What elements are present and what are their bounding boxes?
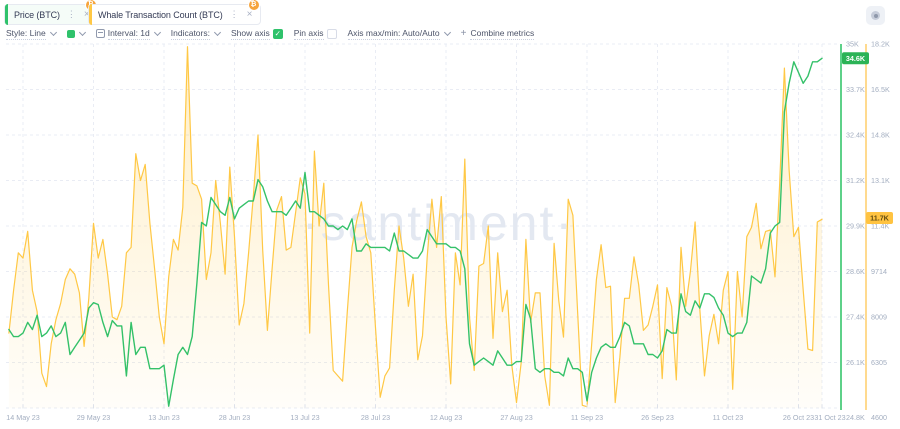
series-color-swatch xyxy=(66,29,75,38)
svg-text:27.4K: 27.4K xyxy=(846,313,865,322)
svg-text:13.1K: 13.1K xyxy=(871,176,890,185)
combine-metrics-label: Combine metrics xyxy=(470,27,535,40)
tab-price-btc[interactable]: Price (BTC) ⋮ × ₿ xyxy=(4,0,98,25)
svg-text:12 Aug 23: 12 Aug 23 xyxy=(430,413,462,422)
calendar-icon xyxy=(95,29,105,38)
plus-icon: + xyxy=(460,27,467,39)
dot-circle-icon xyxy=(871,11,880,20)
svg-text:26.1K: 26.1K xyxy=(846,358,865,367)
chart-toolbar: Style: Line Interval: 1d Indicators: Sho… xyxy=(6,27,535,40)
bitcoin-icon: ₿ xyxy=(248,0,259,10)
indicators-dropdown[interactable]: Indicators: xyxy=(170,27,222,40)
svg-text:13 Jun 23: 13 Jun 23 xyxy=(148,413,180,422)
svg-text:31.2K: 31.2K xyxy=(846,176,865,185)
svg-text:28 Jul 23: 28 Jul 23 xyxy=(361,413,390,422)
svg-text:29.9K: 29.9K xyxy=(846,222,865,231)
svg-text:28 Jun 23: 28 Jun 23 xyxy=(219,413,251,422)
svg-text:4600: 4600 xyxy=(871,413,887,422)
svg-text:14.8K: 14.8K xyxy=(871,131,890,140)
chevron-down-icon xyxy=(78,28,86,37)
tab-accent-bar xyxy=(89,4,92,25)
axis-maxmin-dropdown[interactable]: Axis max/min: Auto/Auto xyxy=(347,27,451,40)
tab-label: Whale Transaction Count (BTC) xyxy=(98,9,223,20)
style-label: Style: Line xyxy=(6,27,46,40)
tab-accent-bar xyxy=(5,4,8,25)
axis-maxmin-label: Axis max/min: Auto/Auto xyxy=(347,27,440,40)
svg-text:11.4K: 11.4K xyxy=(871,222,889,231)
svg-text:16.5K: 16.5K xyxy=(871,85,890,94)
svg-text:9714: 9714 xyxy=(871,267,887,276)
show-axis-checkbox[interactable]: ✓ xyxy=(272,28,283,39)
svg-text:28.6K: 28.6K xyxy=(846,267,865,276)
close-icon[interactable]: × xyxy=(83,8,90,20)
indicators-label: Indicators: xyxy=(170,27,210,40)
tab-label: Price (BTC) xyxy=(14,9,60,20)
combine-metrics-button[interactable]: + Combine metrics xyxy=(461,28,535,40)
price-value-badge: 34.6K xyxy=(842,52,869,65)
svg-text:11 Oct 23: 11 Oct 23 xyxy=(713,413,744,422)
svg-text:6305: 6305 xyxy=(871,358,887,367)
svg-text:8009: 8009 xyxy=(871,313,887,322)
pin-axis-toggle[interactable]: Pin axis xyxy=(293,27,337,40)
svg-text:29 May 23: 29 May 23 xyxy=(77,413,111,422)
svg-text:32.4K: 32.4K xyxy=(846,131,865,140)
whale-value-badge: 11.7K xyxy=(866,212,893,224)
whale-axis-labels: 18.2K 16.5K 14.8K 13.1K 11.4K 9714 8009 6305 460… xyxy=(871,40,890,423)
pin-axis-label: Pin axis xyxy=(293,27,324,40)
chevron-down-icon xyxy=(443,28,451,37)
svg-text:13 Jul 23: 13 Jul 23 xyxy=(290,413,319,422)
svg-text:34.6K: 34.6K xyxy=(846,54,866,63)
chart-settings-button[interactable] xyxy=(866,6,885,25)
svg-text:27 Aug 23: 27 Aug 23 xyxy=(500,413,532,422)
x-axis-labels: 14 May 23 29 May 23 13 Jun 23 28 Jun 23 13 J… xyxy=(6,413,845,422)
svg-text:24.8K: 24.8K xyxy=(846,413,865,422)
svg-text:26 Oct 23: 26 Oct 23 xyxy=(783,413,814,422)
interval-label: Interval: 1d xyxy=(107,27,150,40)
svg-text:33.7K: 33.7K xyxy=(846,85,865,94)
interval-dropdown[interactable]: Interval: 1d xyxy=(95,27,161,40)
svg-text:18.2K: 18.2K xyxy=(871,40,890,49)
pin-axis-checkbox[interactable] xyxy=(326,28,337,39)
chevron-down-icon xyxy=(153,28,161,37)
whale-area xyxy=(8,46,822,408)
price-series-line xyxy=(8,57,823,407)
svg-text:11 Sep 23: 11 Sep 23 xyxy=(571,413,603,422)
chevron-down-icon xyxy=(213,28,222,37)
close-icon[interactable]: × xyxy=(246,8,253,20)
chevron-down-icon xyxy=(49,28,57,37)
show-axis-toggle[interactable]: Show axis ✓ xyxy=(230,27,283,40)
svg-text:26 Sep 23: 26 Sep 23 xyxy=(641,413,674,422)
whale-series-line xyxy=(8,46,823,408)
tab-whale-transaction-count-btc[interactable]: Whale Transaction Count (BTC) ⋮ × ₿ xyxy=(88,0,261,25)
kebab-menu-icon[interactable]: ⋮ xyxy=(66,9,76,19)
kebab-menu-icon[interactable]: ⋮ xyxy=(229,9,239,19)
color-swatch-dropdown[interactable] xyxy=(66,28,86,38)
santiment-watermark: ·santiment· xyxy=(302,195,574,251)
svg-text:35K: 35K xyxy=(846,40,859,49)
svg-text:11.7K: 11.7K xyxy=(870,214,890,223)
price-axis-labels: 35K 33.7K 32.4K 31.2K 29.9K 28.6K 27.4K 26.1K 24… xyxy=(846,40,865,423)
show-axis-label: Show axis xyxy=(230,27,270,40)
x-axis-ticks xyxy=(22,404,823,409)
svg-text:14 May 23: 14 May 23 xyxy=(6,413,40,422)
style-dropdown[interactable]: Style: Line xyxy=(6,27,57,40)
svg-text:31 Oct 23: 31 Oct 23 xyxy=(814,413,845,422)
